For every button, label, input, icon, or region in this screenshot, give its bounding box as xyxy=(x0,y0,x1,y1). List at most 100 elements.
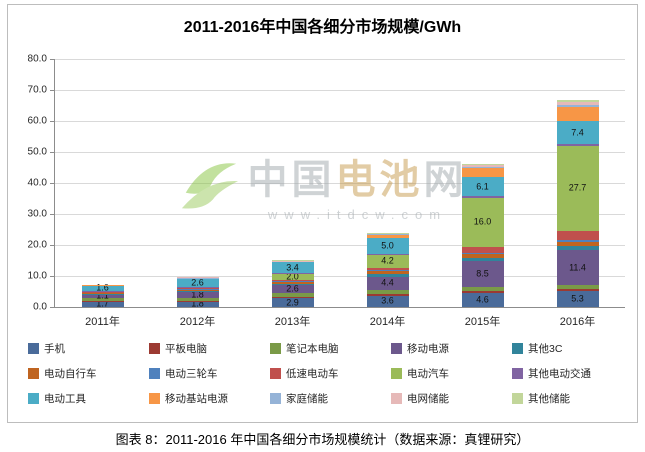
legend-swatch xyxy=(512,343,523,354)
data-label: 6.1 xyxy=(476,181,489,192)
bar-segment xyxy=(461,258,504,262)
data-label: 2.6 xyxy=(191,277,204,288)
legend-label: 移动电源 xyxy=(407,343,449,355)
bar-segment: 2.6 xyxy=(176,278,219,287)
stacked-bar: 3.6 4.4 4.2 5.0 xyxy=(366,233,409,307)
y-axis-tick xyxy=(50,183,55,184)
bar-segment xyxy=(176,287,219,289)
legend-label: 低速电动车 xyxy=(286,368,339,380)
legend-swatch xyxy=(391,343,402,354)
category-slot: 2.9 2.6 2.0 3.4 2013年 xyxy=(245,59,340,328)
bar-segment: 5.0 xyxy=(366,238,409,254)
bar-segment xyxy=(366,233,409,234)
x-axis-label: 2015年 xyxy=(464,316,501,328)
bar-segment xyxy=(366,273,409,277)
bar-segment xyxy=(556,144,599,146)
data-label: 1.8 xyxy=(191,298,204,309)
stacked-bar: 1.8 1.8 2.6 xyxy=(176,277,219,308)
bar-segment: 8.5 xyxy=(461,261,504,288)
bar-segment xyxy=(271,283,314,286)
bar-segment xyxy=(556,241,599,247)
legend-swatch xyxy=(512,368,523,379)
data-label: 7.4 xyxy=(571,127,584,138)
data-label: 4.2 xyxy=(381,255,394,266)
bar-segment xyxy=(461,168,504,178)
legend-label: 其他电动交通 xyxy=(528,368,591,380)
legend-swatch xyxy=(149,343,160,354)
bar-segment: 6.1 xyxy=(461,177,504,197)
legend-swatch xyxy=(149,393,160,404)
y-axis-label: 20.0 xyxy=(27,239,47,251)
bar-segment xyxy=(461,164,504,166)
bar-segment xyxy=(366,269,409,271)
bar-segment: 1.8 xyxy=(176,299,219,308)
legend-item: 电网储能 xyxy=(391,391,510,406)
figure-caption: 图表 8：2011-2016 年中国各细分市场规模统计（数据来源：真锂研究） xyxy=(115,432,530,447)
category-slot: 1.7 1.1 1.6 2011年 xyxy=(55,59,150,328)
legend-swatch xyxy=(149,368,160,379)
bar-segment: 4.6 xyxy=(461,292,504,307)
legend-item: 移动基站电源 xyxy=(149,391,268,406)
gridline xyxy=(55,245,625,246)
gridline xyxy=(55,214,625,215)
stacked-bar: 4.6 8.5 16.0 6.1 xyxy=(461,164,504,307)
bar-segment xyxy=(81,291,124,293)
data-label: 5.3 xyxy=(571,293,584,304)
legend-item: 笔记本电脑 xyxy=(270,341,389,356)
bar-segment xyxy=(81,298,124,302)
bar-segment xyxy=(556,289,599,291)
bar-segment xyxy=(366,233,409,235)
bar-segment xyxy=(366,267,409,270)
legend-item: 电动自行车 xyxy=(28,366,147,381)
legend-item: 手机 xyxy=(28,341,147,356)
bar-segment xyxy=(366,253,409,255)
stacked-bar: 2.9 2.6 2.0 3.4 xyxy=(271,260,314,307)
bar-segment: 11.4 xyxy=(556,249,599,286)
bar-segment xyxy=(176,297,219,301)
bar-segment: 7.4 xyxy=(556,121,599,144)
legend-item: 其他3C xyxy=(512,341,631,356)
bar-segment xyxy=(461,166,504,169)
y-axis-label: 70.0 xyxy=(27,84,47,96)
gridline xyxy=(55,59,625,60)
bar-segment xyxy=(176,288,219,290)
category-slot: 4.6 8.5 16.0 6.1 2015年 xyxy=(435,59,530,328)
bar-segment xyxy=(461,247,504,253)
legend-label: 电动三轮车 xyxy=(165,368,218,380)
category-slot: 3.6 4.4 4.2 5.0 2014年 xyxy=(340,59,435,328)
legend-swatch xyxy=(270,368,281,379)
legend-label: 平板电脑 xyxy=(165,343,207,355)
legend-label: 电动自行车 xyxy=(44,368,97,380)
legend-swatch xyxy=(28,343,39,354)
legend-label: 家庭储能 xyxy=(286,393,328,405)
bar-segment: 4.2 xyxy=(366,254,409,268)
bar-segment: 4.4 xyxy=(366,276,409,291)
legend-item: 家庭储能 xyxy=(270,391,389,406)
bar-segment xyxy=(461,196,504,198)
legend-swatch xyxy=(391,393,402,404)
chart-title: 2011-2016年中国各细分市场规模/GWh xyxy=(183,19,462,36)
gridline xyxy=(55,152,625,153)
y-axis-tick xyxy=(50,152,55,153)
bar-segment xyxy=(366,234,409,239)
legend-label: 电动工具 xyxy=(44,393,86,405)
data-label: 27.7 xyxy=(568,182,587,193)
bar-segment xyxy=(271,293,314,297)
y-axis-tick xyxy=(50,59,55,60)
legend-label: 手机 xyxy=(44,343,65,355)
legend-item: 电动汽车 xyxy=(391,366,510,381)
bar-segment: 2.6 xyxy=(271,284,314,294)
data-label: 1.8 xyxy=(191,289,204,300)
bar-segment xyxy=(556,102,599,105)
data-label: 2.0 xyxy=(286,271,299,282)
data-label: 11.4 xyxy=(569,262,586,273)
bar-segment xyxy=(271,281,314,284)
category-slot: 1.8 1.8 2.6 2012年 xyxy=(150,59,245,328)
bar-segment xyxy=(556,231,599,241)
y-axis-label: 80.0 xyxy=(27,53,47,65)
bar-segment xyxy=(271,261,314,263)
bar-segment xyxy=(556,285,599,290)
gridline xyxy=(55,276,625,277)
data-label: 3.6 xyxy=(381,295,394,306)
gridline xyxy=(55,90,625,91)
